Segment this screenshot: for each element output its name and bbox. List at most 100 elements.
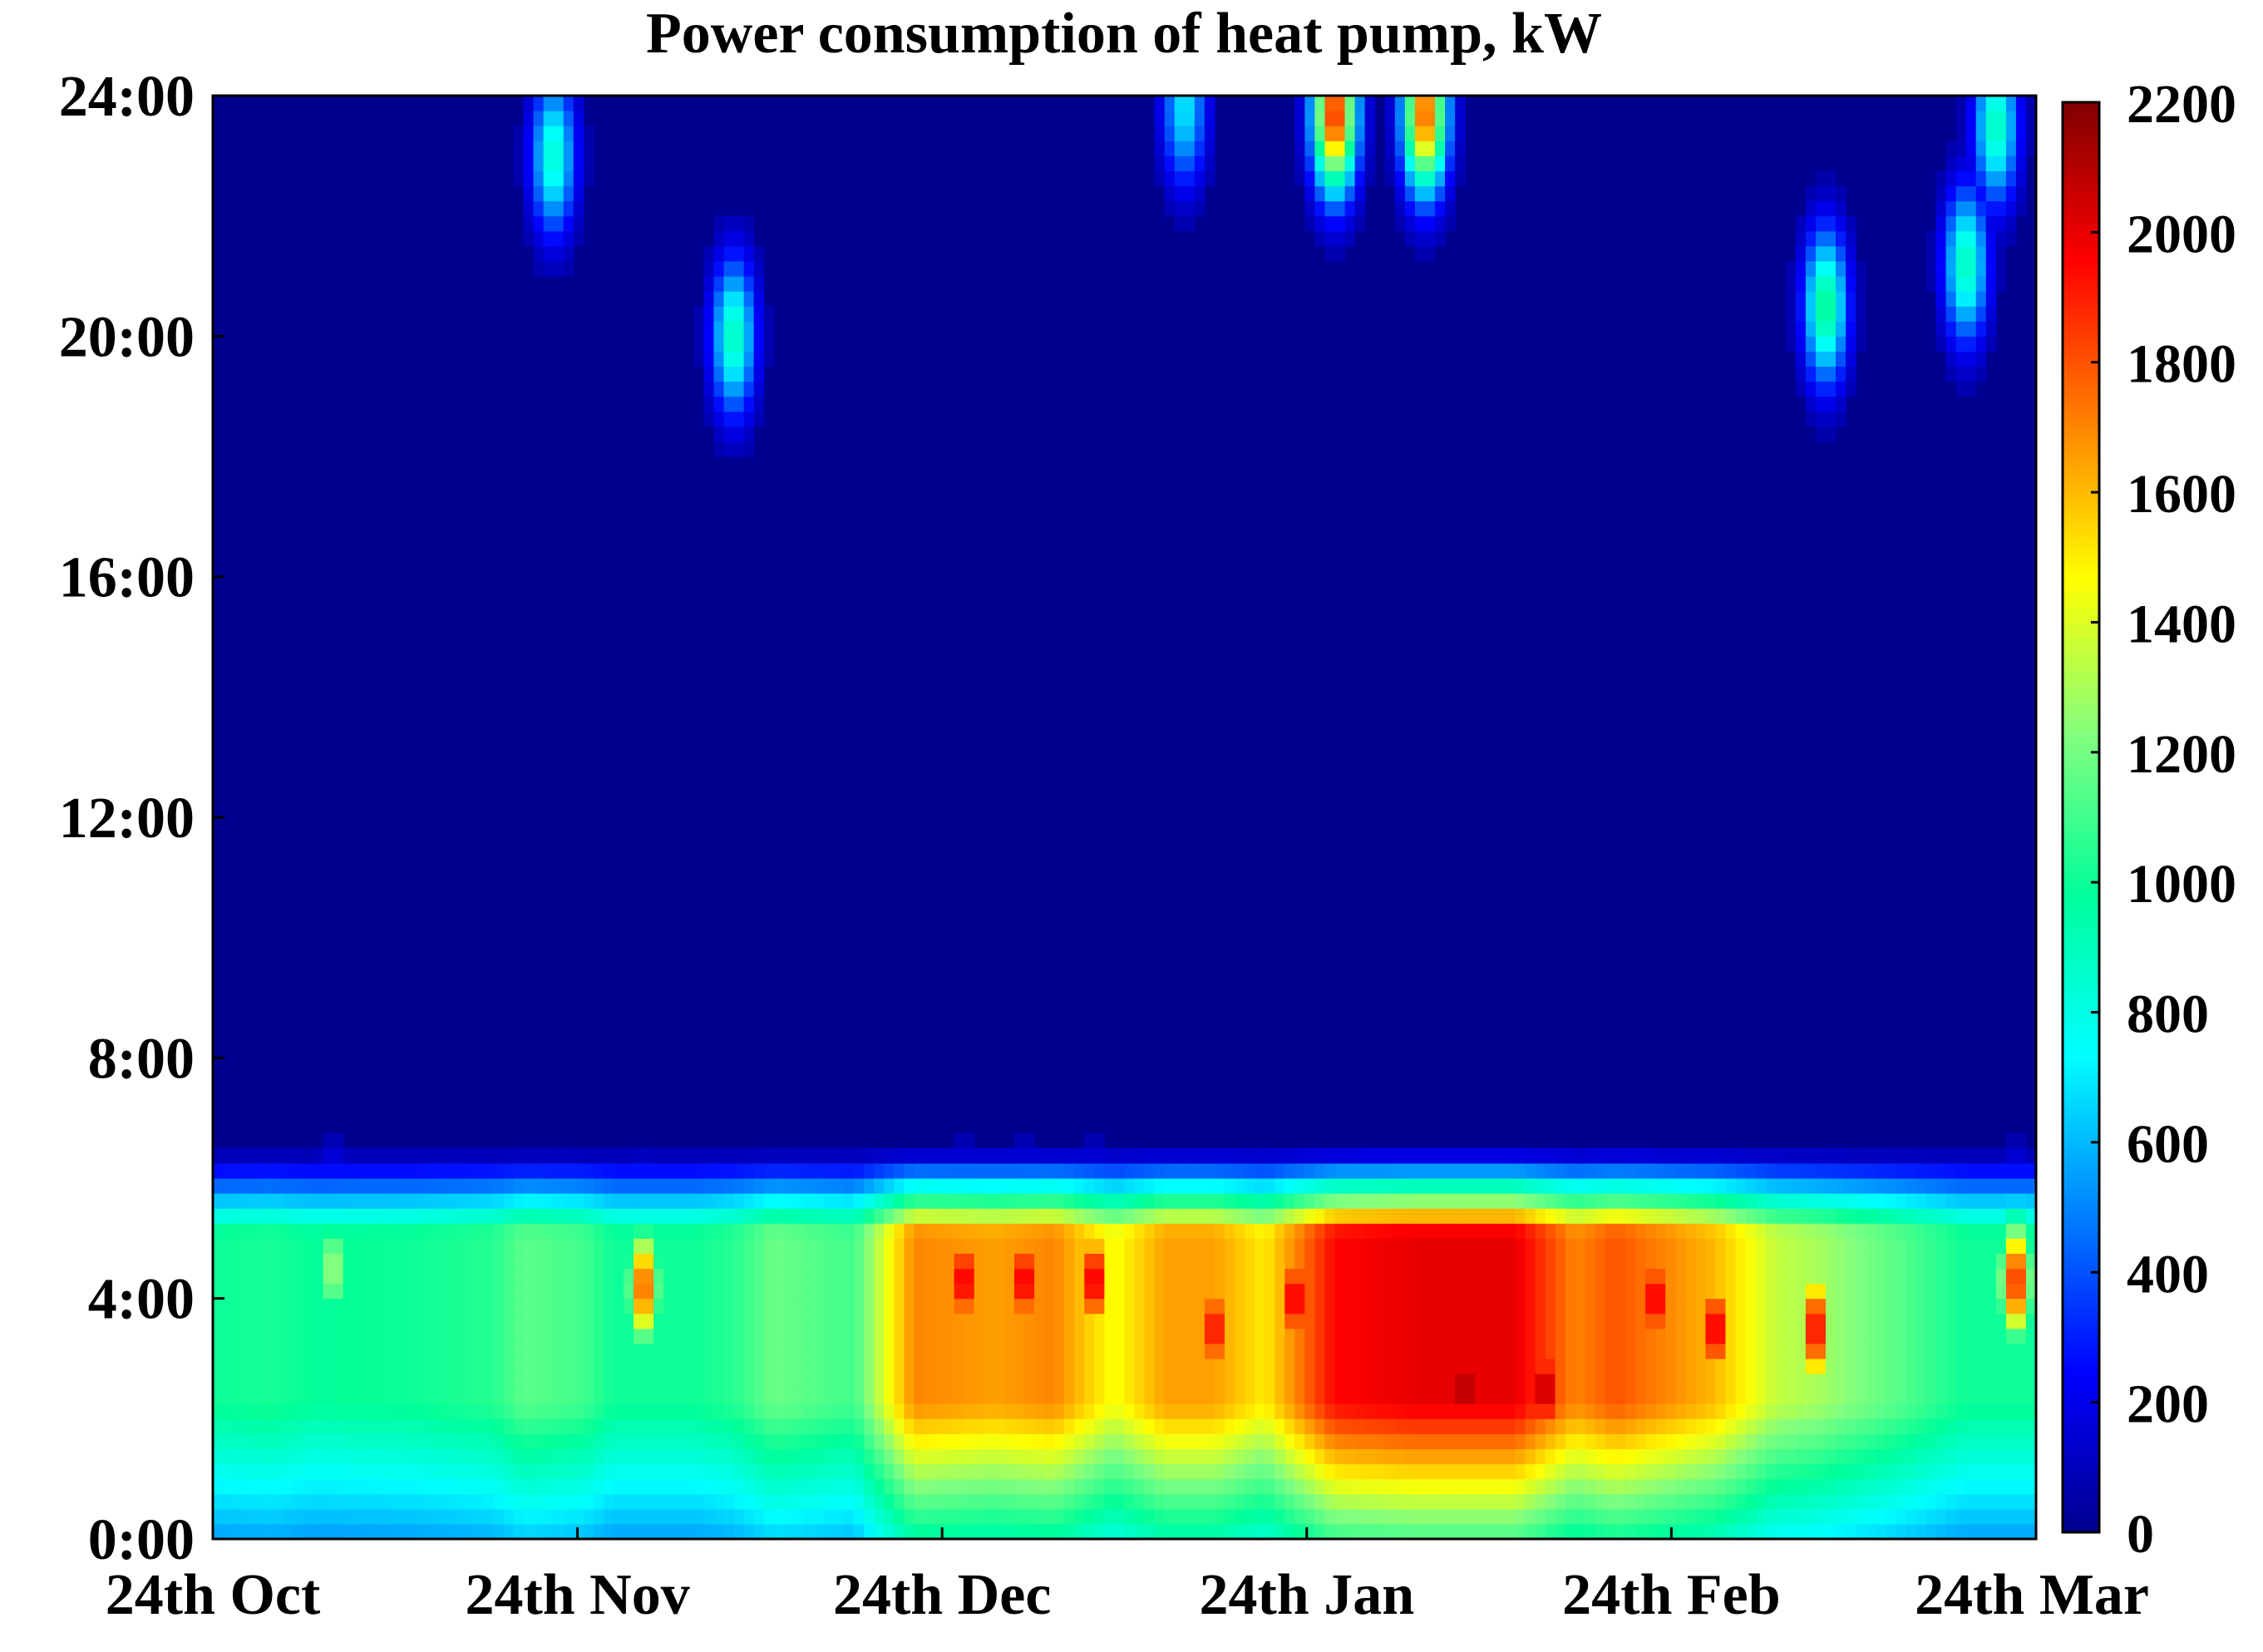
heatmap-cell [1795, 1373, 1807, 1389]
heatmap-cell [1906, 1523, 1917, 1539]
heatmap-cell [323, 1418, 334, 1435]
heatmap-cell [333, 1283, 344, 1299]
heatmap-cell [984, 1223, 995, 1239]
heatmap-cell [703, 321, 715, 337]
heatmap-cell [1235, 1328, 1245, 1344]
heatmap-cell [944, 1328, 955, 1344]
heatmap-cell [1585, 1313, 1596, 1329]
heatmap-cell [783, 1359, 795, 1374]
heatmap-cell [1715, 1147, 1727, 1164]
heatmap-cell [1856, 1478, 1866, 1495]
heatmap-cell [723, 1478, 735, 1495]
heatmap-cell [1775, 1147, 1787, 1164]
heatmap-cell [1174, 1313, 1186, 1329]
heatmap-cell [844, 1298, 855, 1314]
heatmap-cell [1675, 1223, 1686, 1239]
heatmap-cell [743, 1178, 755, 1194]
heatmap-cell [1605, 1478, 1616, 1495]
heatmap-cell [1445, 1343, 1456, 1359]
heatmap-cell [1475, 1523, 1486, 1539]
heatmap-cell [1485, 1508, 1496, 1525]
heatmap-cell [1334, 111, 1346, 126]
heatmap-cell [1184, 1253, 1196, 1270]
heatmap-cell [1265, 1403, 1275, 1419]
heatmap-cell [1625, 1433, 1636, 1450]
heatmap-cell [743, 1493, 755, 1510]
heatmap-cell [1555, 1403, 1566, 1419]
heatmap-cell [1605, 1178, 1616, 1194]
heatmap-cell [753, 1238, 765, 1255]
heatmap-cell [283, 1448, 293, 1465]
heatmap-cell [1515, 1193, 1526, 1209]
heatmap-cell [453, 1478, 464, 1495]
heatmap-cell [253, 1433, 264, 1450]
heatmap-cell [894, 1373, 905, 1389]
heatmap-cell [283, 1523, 293, 1539]
heatmap-cell [293, 1463, 304, 1480]
heatmap-cell [1575, 1283, 1586, 1299]
heatmap-cell [1174, 185, 1186, 202]
heatmap-cell [1555, 1193, 1566, 1209]
heatmap-cell [1074, 1208, 1085, 1224]
heatmap-cell [372, 1193, 384, 1209]
heatmap-cell [1525, 1238, 1536, 1255]
heatmap-cell [1525, 1508, 1536, 1525]
heatmap-cell [1144, 1298, 1156, 1314]
heatmap-cell [563, 1448, 574, 1465]
heatmap-cell [1394, 1508, 1406, 1525]
heatmap-cell [964, 1373, 975, 1389]
heatmap-cell [1194, 1418, 1205, 1435]
heatmap-cell [313, 1433, 324, 1450]
heatmap-cell [693, 1493, 705, 1510]
heatmap-cell [433, 1313, 444, 1329]
heatmap-cell [1836, 260, 1846, 277]
heatmap-cell [1104, 1463, 1116, 1480]
heatmap-cell [1465, 1343, 1476, 1359]
heatmap-cell [743, 306, 755, 322]
heatmap-cell [463, 1208, 474, 1224]
heatmap-cell [673, 1283, 684, 1299]
heatmap-cell [874, 1283, 885, 1299]
heatmap-cell [223, 1433, 234, 1450]
heatmap-cell [1265, 1359, 1275, 1374]
heatmap-cell [1424, 1208, 1436, 1224]
heatmap-cell [1825, 1253, 1837, 1270]
heatmap-cell [223, 1508, 234, 1525]
heatmap-cell [1094, 1508, 1105, 1525]
heatmap-cell [1615, 1388, 1626, 1404]
heatmap-cell [1074, 1162, 1085, 1179]
heatmap-cell [293, 1508, 304, 1525]
heatmap-cell [1255, 1238, 1265, 1255]
heatmap-cell [793, 1448, 805, 1465]
heatmap-cell [1164, 1359, 1176, 1374]
heatmap-cell [733, 1238, 745, 1255]
heatmap-cell [773, 1388, 785, 1404]
heatmap-cell [303, 1178, 314, 1194]
heatmap-cell [1545, 1433, 1556, 1450]
heatmap-cell [343, 1523, 354, 1539]
heatmap-cell [803, 1313, 815, 1329]
heatmap-cell [723, 1403, 735, 1419]
heatmap-cell [993, 1523, 1005, 1539]
heatmap-cell [1144, 1388, 1156, 1404]
heatmap-cell [1164, 1373, 1176, 1389]
heatmap-cell [1404, 1328, 1416, 1344]
heatmap-cell [894, 1178, 905, 1194]
heatmap-cell [1585, 1238, 1596, 1255]
heatmap-cell [543, 1313, 555, 1329]
heatmap-cell [1615, 1433, 1626, 1450]
heatmap-cell [1575, 1268, 1586, 1285]
heatmap-cell [263, 1343, 274, 1359]
heatmap-cell [1364, 1388, 1376, 1404]
heatmap-cell [1424, 200, 1436, 217]
heatmap-cell [834, 1178, 845, 1194]
heatmap-cell [1785, 1418, 1797, 1435]
heatmap-cell [643, 1523, 654, 1539]
heatmap-cell [283, 1403, 293, 1419]
heatmap-cell [1374, 1343, 1386, 1359]
heatmap-cell [1084, 1178, 1095, 1194]
heatmap-cell [1705, 1238, 1717, 1255]
heatmap-cell [1896, 1223, 1906, 1239]
heatmap-cell [1344, 1523, 1356, 1539]
heatmap-cell [964, 1283, 975, 1299]
